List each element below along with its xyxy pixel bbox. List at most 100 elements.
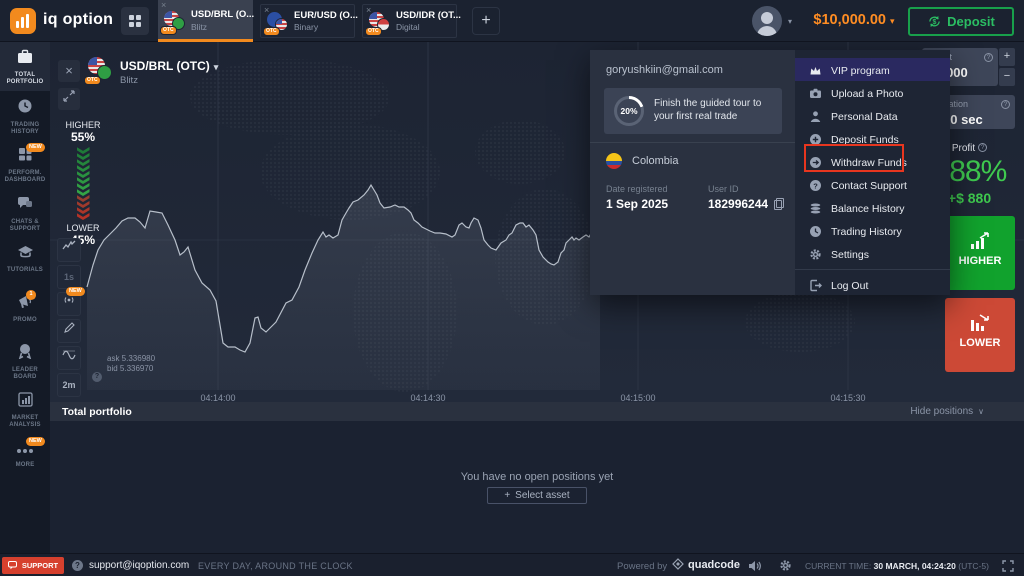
new-badge: NEW [26,437,45,446]
ellipsis-icon [17,449,33,453]
menu-item-trading-history[interactable]: Trading History [795,219,950,242]
chevron-down-icon[interactable]: ▾ [890,16,895,26]
sidebar-item-leader-board[interactable]: LEADER BOARD [0,336,50,385]
support-email[interactable]: support@iqoption.com [89,560,190,571]
avatar[interactable] [752,6,782,36]
support-button[interactable]: SUPPORT [2,557,64,574]
chevron-down-icon: ▾ [213,62,219,72]
draw-button[interactable] [57,319,81,343]
settings-button[interactable] [779,559,792,576]
gear-icon [810,248,821,260]
menu-item-upload-photo[interactable]: Upload a Photo [795,81,950,104]
close-icon[interactable]: × [366,5,372,15]
current-time: CURRENT TIME: 30 MARCH, 04:24:20 (UTC-5) [805,561,989,571]
sidebar-item-tutorials[interactable]: TUTORIALS [0,238,50,287]
empty-positions-text: You have no open positions yet [460,471,614,483]
menu-item-log-out[interactable]: Log Out [795,273,950,296]
indicators-button[interactable] [57,346,81,370]
price-series [86,183,601,390]
menu-item-deposit-funds[interactable]: Deposit Funds [795,127,950,150]
timeframe-2m-button[interactable]: 2m [57,373,81,397]
left-sidebar: TOTAL PORTFOLIO TRADING HISTORY NEW PERF… [0,42,50,553]
sidebar-item-more[interactable]: NEW MORE [0,434,50,483]
fullscreen-button[interactable] [1002,559,1014,576]
balance-amount[interactable]: $10,000.00 [813,12,886,28]
tab-eur-usd[interactable]: × OTC EUR/USD (O... Binary [260,4,358,38]
menu-item-withdraw-funds[interactable]: Withdraw Funds [795,150,950,173]
coins-stack-icon [810,203,821,213]
ask-bid-quote: ? ask 5.336980 bid 5.336970 [92,354,155,382]
progress-percent: 20% [617,99,641,123]
asset-grid-button[interactable] [121,7,149,35]
otc-badge: OTC [365,27,382,36]
chart-close-button[interactable]: × [58,60,80,82]
tab-title: USD/IDR (OT... [396,10,461,21]
svg-text:04:14:30: 04:14:30 [410,393,445,402]
megaphone-icon [19,296,32,308]
higher-button[interactable]: HIGHER [945,216,1015,290]
lower-button[interactable]: LOWER [945,298,1015,372]
clock-icon [810,225,821,237]
deposit-button[interactable]: $ Deposit [908,7,1014,36]
asset-title-dropdown[interactable]: USD/BRL (OTC) ▾ [120,59,219,73]
chevron-down-icon[interactable]: ▾ [788,17,793,26]
tab-usd-idr[interactable]: × OTC USD/IDR (OT... Digital [362,4,461,38]
arrow-right-circle-icon [810,156,821,168]
chart-up-icon [971,232,989,249]
resize-icon [63,90,75,102]
tab-title: USD/BRL (O... [191,9,255,20]
sidebar-item-promo[interactable]: 1 PROMO [13,290,37,323]
sidebar-item-perform-dashboard[interactable]: NEW PERFORM. DASHBOARD [4,143,46,183]
menu-item-vip-program[interactable]: VIP program [795,58,950,81]
select-asset-button[interactable]: + Select asset [487,487,587,504]
help-icon[interactable]: ? [1001,100,1010,109]
higher-sentiment-value: 55% [70,130,96,144]
help-icon[interactable]: ? [92,372,102,382]
timeframe-1s-button[interactable]: 1s [57,265,81,289]
brl-flag-icon [97,65,112,80]
sound-button[interactable] [748,559,762,576]
signal-icon [64,297,74,303]
sidebar-item-trading-history[interactable]: TRADING HISTORY [0,91,50,140]
chart-resize-button[interactable] [58,88,80,110]
sidebar-item-total-portfolio[interactable]: TOTAL PORTFOLIO [0,42,50,91]
briefcase-icon [18,49,32,63]
date-registered-label: Date registered [606,184,668,194]
sidebar-item-chats-support[interactable]: CHATS & SUPPORT [0,189,50,238]
profit-label: Profit [951,143,976,154]
status-bar: SUPPORT ? support@iqoption.com EVERY DAY… [0,553,1024,576]
tab-usd-brl[interactable]: × OTC USD/BRL (O... Blitz [158,0,255,42]
sidebar-item-market-analysis[interactable]: MARKET ANALYSIS [0,385,50,434]
live-signal-button[interactable]: NEW [57,287,85,316]
svg-text:?: ? [813,181,818,190]
menu-item-contact-support[interactable]: ? Contact Support [795,173,950,196]
higher-sentiment-label: HIGHER [65,120,101,130]
increase-invest-button[interactable]: + [999,48,1015,66]
guided-tour-card[interactable]: 20% Finish the guided tour to your first… [604,88,782,134]
menu-item-balance-history[interactable]: Balance History [795,196,950,219]
help-icon[interactable]: ? [978,143,988,152]
help-icon[interactable]: ? [984,53,993,62]
camera-icon [810,88,821,98]
hide-positions-button[interactable]: Hide positions ∨ [910,406,984,417]
pair-flags: OTC [365,12,393,36]
iq-option-logo-icon[interactable] [10,8,36,34]
decrease-invest-button[interactable]: − [999,68,1015,86]
lower-sentiment-label: LOWER [66,223,100,233]
support-hours: EVERY DAY, AROUND THE CLOCK [198,561,353,571]
menu-item-settings[interactable]: Settings [795,242,950,265]
otc-badge: OTC [84,76,101,85]
close-icon[interactable]: × [264,5,270,15]
speaker-icon [749,561,761,571]
chevron-down-icon: ∨ [978,407,984,416]
add-tab-button[interactable]: + [472,7,500,35]
account-info-panel: goryushkiin@gmail.com 20% Finish the gui… [590,50,795,295]
menu-item-personal-data[interactable]: Personal Data [795,104,950,127]
chart-type-button[interactable] [57,238,81,262]
total-portfolio-bar: Total portfolio Hide positions ∨ [50,402,1024,421]
account-email: goryushkiin@gmail.com [606,64,723,76]
clock-icon [18,99,32,113]
copy-icon[interactable] [774,198,785,210]
close-icon[interactable]: × [161,0,167,10]
